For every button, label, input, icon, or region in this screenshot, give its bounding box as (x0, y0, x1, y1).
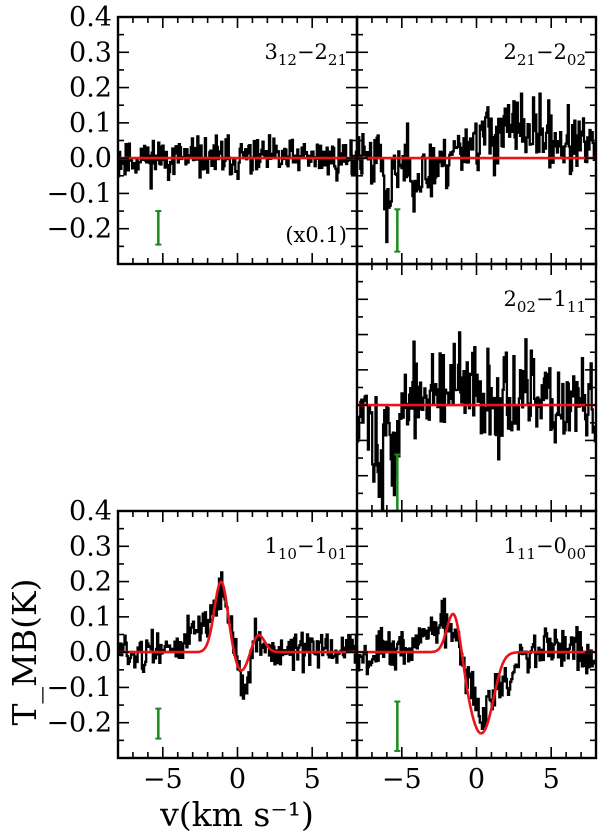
panel-4: 111−000 (355, 509, 598, 760)
transition-label: 111−000 (503, 534, 586, 563)
x-tick-label: 5 (304, 764, 321, 795)
x-tick-label: −5 (143, 764, 183, 795)
y-tick-label: 0.1 (69, 602, 112, 633)
observed-spectrum-4 (357, 597, 596, 731)
panel-2: 202−111 (355, 262, 598, 513)
y-tick-label: 0.0 (69, 637, 112, 668)
observed-spectrum-0 (118, 134, 357, 190)
y-tick-label: −0.1 (46, 178, 112, 209)
transition-label: 110−101 (264, 534, 347, 563)
panel-3: 110−101 (116, 509, 359, 760)
y-tick-label: 0.3 (69, 37, 112, 68)
x-tick-label: −5 (382, 764, 422, 795)
panels-group: 312−221 (x0.1) 221−202 202−111 110−101 111−00… (116, 15, 598, 760)
x-tick-labels: −5 0 5 −5 0 5 (143, 764, 560, 795)
x-tick-label: 5 (543, 764, 560, 795)
observed-spectrum-3 (118, 571, 357, 700)
y-tick-label: 0.4 (69, 2, 112, 33)
y-tick-label: −0.2 (46, 214, 112, 245)
model-line-4 (357, 612, 596, 735)
x-tick-label: 0 (468, 764, 485, 795)
scale-note: (x0.1) (285, 223, 347, 247)
x-tick-label: 0 (229, 764, 246, 795)
y-tick-label: 0.0 (69, 143, 112, 174)
y-tick-label: 0.4 (69, 496, 112, 527)
panel-0: 312−221 (x0.1) (116, 15, 359, 266)
y-tick-label: 0.1 (69, 108, 112, 139)
y-tick-label: 0.3 (69, 531, 112, 562)
observed-spectrum-1 (357, 92, 596, 244)
y-axis-title: T_MB(K) (5, 579, 45, 726)
y-tick-label: −0.1 (46, 672, 112, 703)
y-tick-label: 0.2 (69, 567, 112, 598)
y-tick-label: 0.2 (69, 73, 112, 104)
panel-frame-4 (355, 509, 598, 760)
transition-label: 202−111 (503, 287, 586, 316)
panel-1: 221−202 (355, 15, 598, 266)
observed-spectrum-2 (357, 331, 596, 511)
x-axis-title: v(km s⁻¹) (159, 795, 314, 834)
y-tick-label: −0.2 (46, 708, 112, 739)
transition-label: 221−202 (503, 40, 586, 69)
transition-label: 312−221 (264, 40, 347, 69)
model-line-3 (118, 580, 357, 672)
y-tick-labels: 0.4 0.3 0.2 0.1 0.0 −0.1 −0.2 0.4 0.3 0.2 0.1 0.0 −0… (46, 2, 112, 739)
